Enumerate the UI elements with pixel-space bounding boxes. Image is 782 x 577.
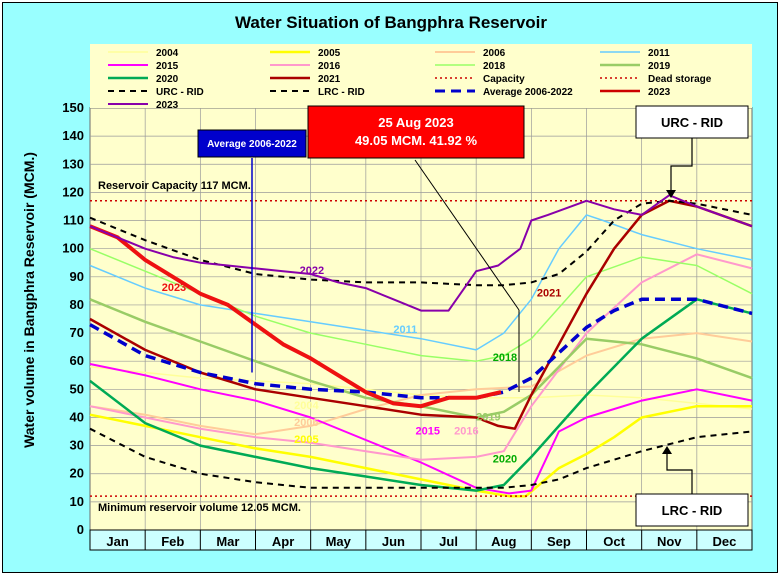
- series-label: 2022: [300, 265, 324, 277]
- annotations: Reservoir Capacity 117 MCM. Minimum reser…: [98, 105, 749, 527]
- legend-label: 2021: [318, 74, 341, 85]
- avg-box-text: Average 2006-2022: [207, 139, 297, 150]
- series-line: [89, 298, 753, 419]
- legend-label: URC - RID: [156, 87, 204, 98]
- legend-box: [90, 44, 752, 108]
- legend-label: 2016: [318, 61, 341, 72]
- legend-label: 2015: [156, 61, 179, 72]
- y-tick-label: 60: [70, 353, 84, 368]
- y-tick-label: 30: [70, 438, 84, 453]
- y-tick-label: 140: [62, 128, 84, 143]
- y-tick-label: 90: [70, 269, 84, 284]
- y-tick-label: 10: [70, 494, 84, 509]
- lrc-box-text: LRC - RID: [662, 503, 723, 518]
- series-line: [89, 427, 753, 489]
- legend-label: 2006: [483, 48, 506, 59]
- avg-box: [197, 129, 307, 158]
- series-layer: [89, 194, 753, 498]
- callout-box: [307, 105, 525, 159]
- chart-title: Water Situation of Bangphra Reservoir: [234, 13, 548, 32]
- y-tick-label: 80: [70, 297, 84, 312]
- series-label: 2021: [537, 287, 561, 299]
- y-tick-label: 40: [70, 409, 84, 424]
- y-tick-label: 120: [62, 184, 84, 199]
- x-tick-label: Sep: [547, 534, 571, 549]
- legend: 2004 2005 2006 2011 2015 2016 2018 2019 2020 2021…: [90, 44, 752, 111]
- legend-label: 2023: [156, 100, 179, 111]
- series-line: [89, 214, 753, 351]
- legend-label: Capacity: [483, 74, 525, 85]
- x-tick-label: Jul: [439, 534, 458, 549]
- x-tick-label: Feb: [161, 534, 184, 549]
- y-tick-label: 50: [70, 381, 84, 396]
- lrc-leader: [666, 450, 693, 494]
- legend-label: 2023: [648, 87, 671, 98]
- series-label: 2006: [294, 417, 318, 429]
- series-label: 2023: [162, 282, 186, 294]
- series-line: [89, 194, 753, 312]
- axes: 0 10 20 30 40 50 60 70 80 90 100 110 120 130 140 150 Jan…: [62, 100, 753, 551]
- legend-label: LRC - RID: [318, 87, 365, 98]
- legend-label: 2011: [648, 48, 670, 59]
- y-axis-label: Water volume in Bangphra Reservoir (MCM.…: [21, 152, 37, 448]
- y-tick-label: 0: [77, 522, 84, 537]
- series-line: [89, 253, 753, 461]
- capacity-text: Reservoir Capacity 117 MCM.: [98, 180, 251, 192]
- series-label: 2018: [493, 352, 517, 364]
- y-tick-label: 110: [63, 213, 84, 228]
- x-tick-label: May: [326, 534, 352, 549]
- series-line: [89, 199, 753, 287]
- legend-label: 2005: [318, 48, 341, 59]
- series-label: 2016: [454, 425, 478, 437]
- legend-label: 2018: [483, 61, 506, 72]
- series-labels: 2004 2005 2006 2011 2015 2016 2018 2019 2020 2021…: [162, 265, 562, 465]
- x-tick-label: Apr: [272, 534, 294, 549]
- x-tick-label: Dec: [712, 534, 736, 549]
- legend-label: 2019: [648, 61, 671, 72]
- series-label: 2004: [294, 400, 319, 412]
- series-line: [89, 224, 502, 409]
- x-tick-label: Nov: [657, 534, 682, 549]
- x-tick-label: Jun: [382, 534, 405, 549]
- y-tick-label: 70: [70, 325, 84, 340]
- y-tick-label: 130: [62, 156, 84, 171]
- series-line: [89, 297, 753, 400]
- callout-value: 49.05 MCM. 41.92 %: [355, 133, 478, 148]
- series-label: 2019: [476, 411, 500, 423]
- legend-label: Average 2006-2022: [483, 87, 573, 98]
- legend-label: 2020: [156, 74, 179, 85]
- urc-arrow: [666, 190, 676, 198]
- min-volume-text: Minimum reservoir volume 12.05 MCM.: [98, 502, 301, 514]
- y-tick-label: 150: [62, 100, 84, 115]
- y-tick-label: 20: [70, 466, 84, 481]
- lrc-box: [635, 493, 749, 527]
- urc-leader: [670, 138, 693, 196]
- x-tick-label: Mar: [216, 534, 239, 549]
- x-tick-label: Oct: [603, 534, 625, 549]
- series-label: 2011: [393, 324, 417, 336]
- urc-box-text: URC - RID: [661, 115, 723, 130]
- callout-date: 25 Aug 2023: [378, 115, 453, 130]
- x-tick-label: Jan: [106, 534, 128, 549]
- x-tick-label: Aug: [491, 534, 516, 549]
- series-label: 2005: [294, 434, 318, 446]
- callout-leader: [414, 159, 520, 311]
- y-tick-label: 100: [62, 241, 84, 256]
- urc-box: [635, 105, 749, 139]
- legend-label: 2004: [156, 48, 179, 59]
- series-label: 2015: [415, 425, 439, 437]
- series-label: 2020: [493, 453, 517, 465]
- lrc-arrow: [662, 446, 672, 454]
- legend-label: Dead storage: [648, 74, 712, 85]
- series-line: [89, 404, 752, 498]
